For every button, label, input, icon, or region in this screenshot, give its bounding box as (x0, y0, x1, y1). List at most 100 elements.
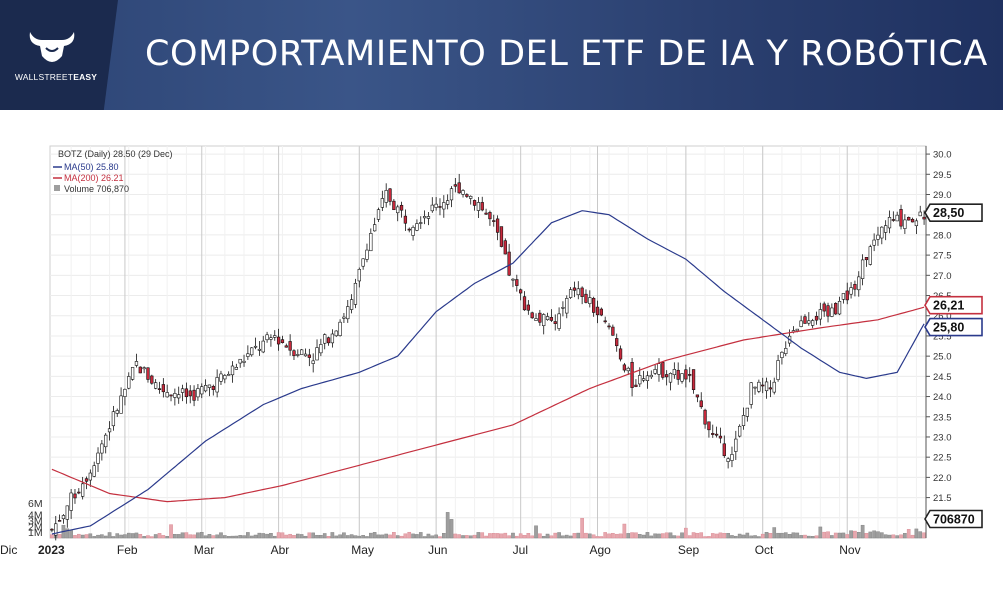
volume-bar (499, 533, 504, 539)
volume-bar (203, 535, 208, 539)
volume-bar (668, 532, 673, 539)
price-chart: 30.029.529.028.528.027.527.026.526.025.5… (0, 145, 983, 557)
candle-down (761, 384, 765, 387)
volume-bar (422, 536, 427, 539)
volume-bar (833, 532, 838, 539)
legend-volume-swatch (54, 185, 60, 191)
volume-bar (284, 534, 289, 539)
candle-up (111, 411, 116, 427)
candle-down (399, 204, 404, 211)
volume-bar (107, 532, 112, 539)
candle-down (684, 369, 688, 380)
volume-bar (269, 533, 273, 539)
volume-bar (807, 535, 811, 539)
candle-up (200, 386, 204, 395)
volume-bar (649, 535, 654, 539)
candle-up (303, 353, 308, 357)
candle-down (519, 289, 523, 294)
candle-down (457, 182, 461, 194)
candle-up (895, 214, 899, 222)
candle-down (703, 409, 707, 425)
volume-bar (77, 533, 81, 539)
candle-up (841, 293, 846, 300)
volume-bar (641, 534, 646, 539)
price-tick-label: 27.0 (933, 271, 952, 282)
price-tick-label: 25.5 (933, 331, 952, 342)
candle-up (734, 438, 738, 452)
volume-bar (395, 535, 400, 539)
candle-up (61, 515, 66, 520)
volume-bar (100, 534, 104, 539)
volume-bar (188, 534, 193, 539)
price-tick-label: 24.0 (933, 392, 952, 403)
volume-bar (707, 536, 711, 539)
volume-bar (292, 534, 296, 539)
candle-down (146, 367, 150, 380)
candle-up (657, 363, 661, 375)
candle-up (196, 388, 200, 398)
candle-down (822, 303, 826, 312)
candle-up (568, 289, 573, 298)
volume-bar (242, 535, 246, 539)
candle-up (849, 287, 853, 295)
legend-symbol: BOTZ (Daily) 28.50 (29 Dec) (58, 149, 173, 159)
volume-bar (215, 534, 219, 539)
candle-up (434, 203, 438, 208)
volume-bar (468, 535, 473, 539)
candle-down (853, 283, 857, 290)
volume-bar (353, 535, 358, 539)
header-background (0, 0, 1003, 110)
volume-bar (434, 534, 438, 539)
volume-bar (165, 536, 169, 539)
volume-bar (780, 532, 784, 539)
candle-up (745, 407, 749, 417)
candle-up (461, 190, 465, 195)
price-tick-label: 26.0 (933, 311, 952, 322)
volume-bar (561, 535, 565, 539)
volume-bar (380, 534, 385, 539)
volume-bar (695, 532, 700, 539)
volume-bar (226, 536, 231, 539)
candle-up (154, 382, 158, 389)
candle-up (565, 298, 569, 314)
volume-bar (545, 533, 550, 539)
candle-down (899, 209, 903, 227)
candle-down (480, 202, 484, 211)
volume-bar (111, 536, 116, 539)
last-volume-text: 706870 (933, 513, 975, 527)
candle-up (772, 381, 776, 393)
page-title: COMPORTAMIENTO DEL ETF DE IA Y ROBÓTICA (145, 34, 988, 74)
volume-bar (173, 534, 177, 539)
volume-bar (415, 534, 419, 539)
volume-bar (199, 532, 204, 539)
candle-down (718, 435, 723, 439)
volume-bar (622, 523, 627, 539)
volume-bar (303, 535, 308, 539)
candle-up (626, 367, 630, 372)
candle-down (438, 206, 442, 208)
volume-bar (522, 534, 527, 539)
candle-down (157, 388, 162, 390)
volume-bar (691, 532, 696, 539)
volume-bar (626, 533, 631, 539)
candle-down (284, 345, 288, 348)
candle-up (872, 239, 876, 246)
candle-up (65, 505, 69, 520)
month-label: Mar (194, 543, 215, 557)
candle-down (676, 369, 680, 380)
volume-bar (822, 531, 826, 539)
candle-up (561, 307, 565, 309)
candle-down (276, 336, 281, 345)
candle-down (592, 297, 596, 313)
volume-bar (753, 535, 757, 539)
volume-bar (288, 533, 292, 539)
volume-bar (614, 533, 619, 539)
volume-bar (150, 536, 154, 539)
volume-bar (899, 534, 903, 539)
candle-down (922, 216, 926, 220)
candle-down (407, 228, 411, 231)
volume-bar (138, 533, 143, 539)
candle-down (572, 287, 577, 291)
candle-down (530, 312, 534, 319)
volume-bar (634, 532, 638, 539)
